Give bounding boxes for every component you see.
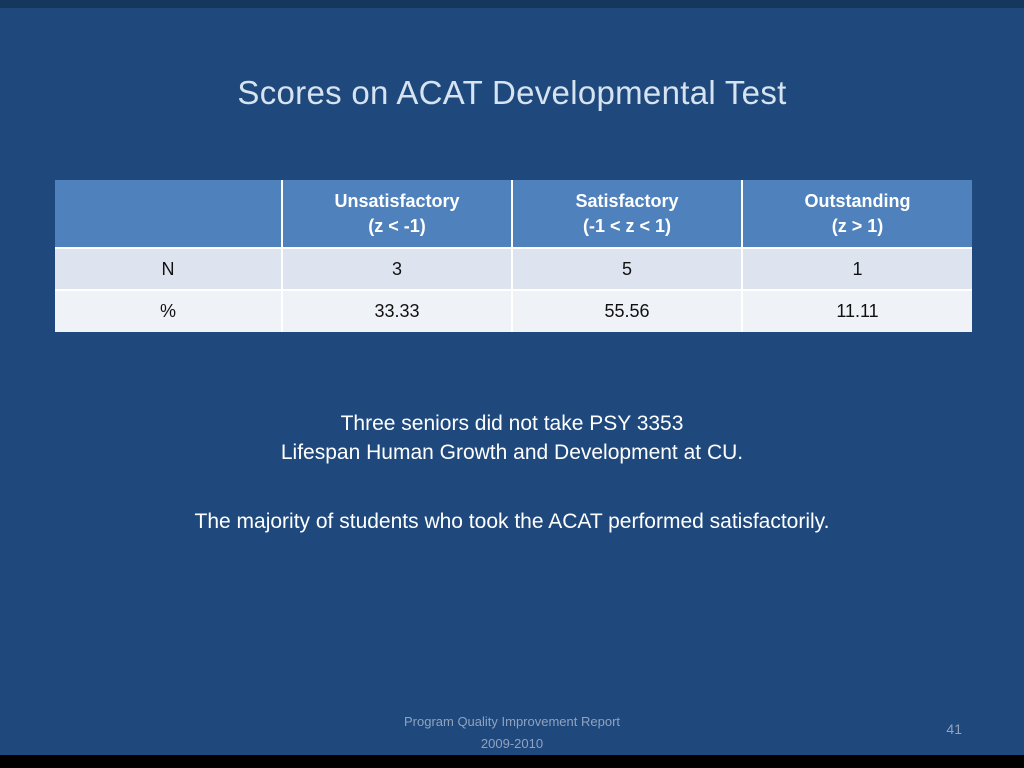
header-label: Satisfactory bbox=[575, 191, 679, 212]
footer-line-1: Program Quality Improvement Report bbox=[403, 714, 621, 729]
scores-table-header: Unsatisfactory (z < -1) Satisfactory (-1… bbox=[55, 180, 972, 248]
cell-value: 5 bbox=[511, 247, 742, 290]
page-number: 41 bbox=[946, 721, 962, 737]
notes-block: Three seniors did not take PSY 3353 Life… bbox=[0, 409, 1024, 467]
row-label: % bbox=[55, 289, 282, 332]
cell-value: 1 bbox=[741, 247, 972, 290]
header-label: Unsatisfactory bbox=[334, 191, 460, 212]
table-row-percent: % 33.33 55.56 11.11 bbox=[55, 289, 972, 332]
header-cell-empty bbox=[55, 180, 282, 248]
scores-table: Unsatisfactory (z < -1) Satisfactory (-1… bbox=[55, 180, 972, 332]
row-label: N bbox=[55, 247, 282, 290]
table-row-n: N 3 5 1 bbox=[55, 247, 972, 290]
header-sublabel: (-1 < z < 1) bbox=[582, 215, 672, 236]
cell-value: 33.33 bbox=[281, 289, 512, 332]
slide-title: Scores on ACAT Developmental Test bbox=[237, 74, 787, 111]
header-cell-unsatisfactory: Unsatisfactory (z < -1) bbox=[281, 180, 512, 248]
note-line-2: Lifespan Human Growth and Development at… bbox=[280, 441, 744, 464]
header-label: Outstanding bbox=[804, 191, 911, 212]
footer-line-2: 2009-2010 bbox=[480, 736, 544, 751]
header-sublabel: (z > 1) bbox=[831, 215, 884, 236]
table-header-row: Unsatisfactory (z < -1) Satisfactory (-1… bbox=[55, 180, 972, 248]
header-sublabel: (z < -1) bbox=[368, 215, 426, 236]
cell-value: 3 bbox=[281, 247, 512, 290]
bottom-bar bbox=[0, 755, 1024, 768]
note-line-1: Three seniors did not take PSY 3353 bbox=[340, 412, 684, 435]
top-edge-strip bbox=[0, 0, 1024, 8]
cell-value: 11.11 bbox=[741, 289, 972, 332]
conclusion-text: The majority of students who took the AC… bbox=[194, 510, 830, 533]
slide-footer: Program Quality Improvement Report 2009-… bbox=[0, 711, 1024, 755]
cell-value: 55.56 bbox=[511, 289, 742, 332]
header-cell-outstanding: Outstanding (z > 1) bbox=[741, 180, 972, 248]
header-cell-satisfactory: Satisfactory (-1 < z < 1) bbox=[511, 180, 742, 248]
